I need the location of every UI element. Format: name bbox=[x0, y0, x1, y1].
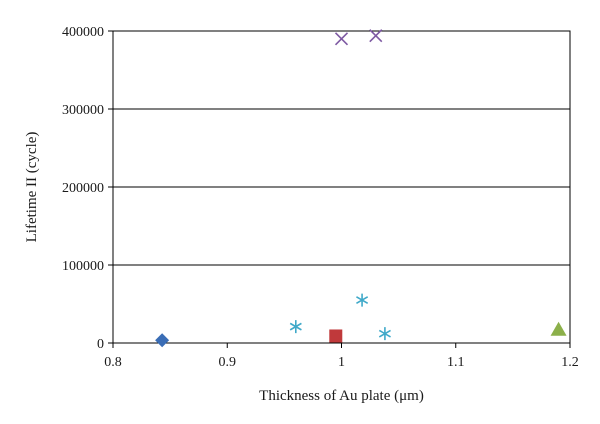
data-point-asterisk-2 bbox=[378, 327, 391, 341]
data-point-asterisk-1 bbox=[356, 293, 369, 307]
x-axis-title: Thickness of Au plate (μm) bbox=[259, 388, 424, 404]
data-point-x-0 bbox=[334, 32, 349, 46]
y-tick-label: 300000 bbox=[62, 103, 104, 118]
data-points bbox=[155, 29, 567, 348]
x-tick-label: 1 bbox=[338, 355, 345, 370]
x-tick-label: 0.9 bbox=[219, 355, 237, 370]
y-tick-label: 0 bbox=[97, 337, 104, 352]
data-point-asterisk-0 bbox=[289, 320, 302, 334]
x-tick-label: 1.1 bbox=[447, 355, 465, 370]
y-tick-label: 100000 bbox=[62, 259, 104, 274]
y-tick-label: 400000 bbox=[62, 25, 104, 40]
y-axis-title: Lifetime II (cycle) bbox=[24, 132, 40, 243]
data-point-triangle-0 bbox=[550, 321, 567, 336]
data-point-square-0 bbox=[329, 329, 343, 343]
data-point-x-1 bbox=[369, 29, 383, 43]
x-axis: 0.8 0.9 1 1.1 1.2 bbox=[104, 343, 579, 370]
gridlines bbox=[113, 30, 570, 344]
x-tick-label: 1.2 bbox=[561, 355, 579, 370]
data-point-diamond-0 bbox=[155, 333, 170, 348]
y-tick-label: 200000 bbox=[62, 181, 104, 196]
y-axis: 0 100000 200000 300000 400000 bbox=[62, 25, 113, 352]
x-tick-label: 0.8 bbox=[104, 355, 122, 370]
